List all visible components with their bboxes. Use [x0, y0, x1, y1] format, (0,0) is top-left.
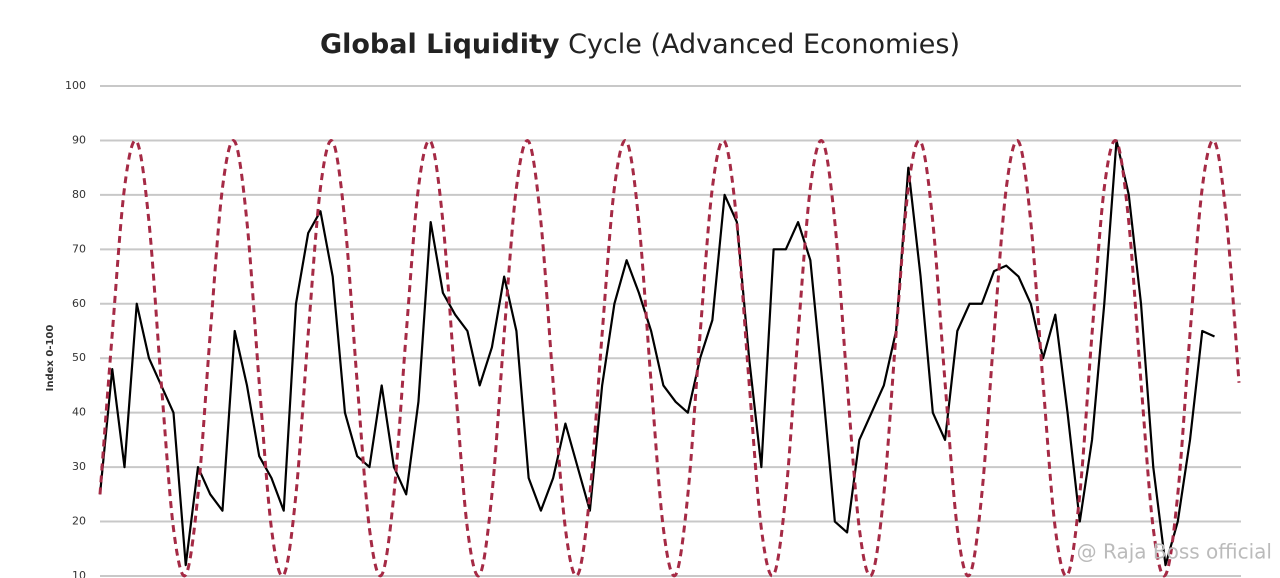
y-tick-label: 70 [72, 242, 86, 255]
y-axis-label: Index 0-100 [45, 325, 56, 392]
y-tick-label: 60 [72, 297, 86, 310]
y-tick-label: 100 [65, 79, 86, 92]
chart-title: Global Liquidity Cycle (Advanced Economi… [320, 29, 960, 60]
y-tick-label: 20 [72, 515, 86, 528]
y-tick-label: 80 [72, 188, 86, 201]
y-tick-label: 40 [72, 406, 86, 419]
y-tick-label: 10 [72, 569, 86, 578]
title-bold: Global Liquidity [320, 29, 560, 60]
y-tick-label: 30 [72, 460, 86, 473]
title-rest: Cycle (Advanced Economies) [568, 29, 960, 60]
series-line [98, 139, 1241, 578]
grid: 10 20 30 40 50 60 70 80 90 100 [65, 79, 1241, 578]
y-tick-label: 50 [72, 351, 86, 364]
watermark: @ Raja Boss official [1077, 540, 1272, 564]
series-line [98, 139, 1215, 567]
y-tick-label: 90 [72, 133, 86, 146]
plot [98, 139, 1241, 578]
